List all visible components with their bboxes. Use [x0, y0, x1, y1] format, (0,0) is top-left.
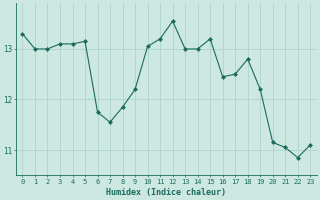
X-axis label: Humidex (Indice chaleur): Humidex (Indice chaleur) — [106, 188, 226, 197]
